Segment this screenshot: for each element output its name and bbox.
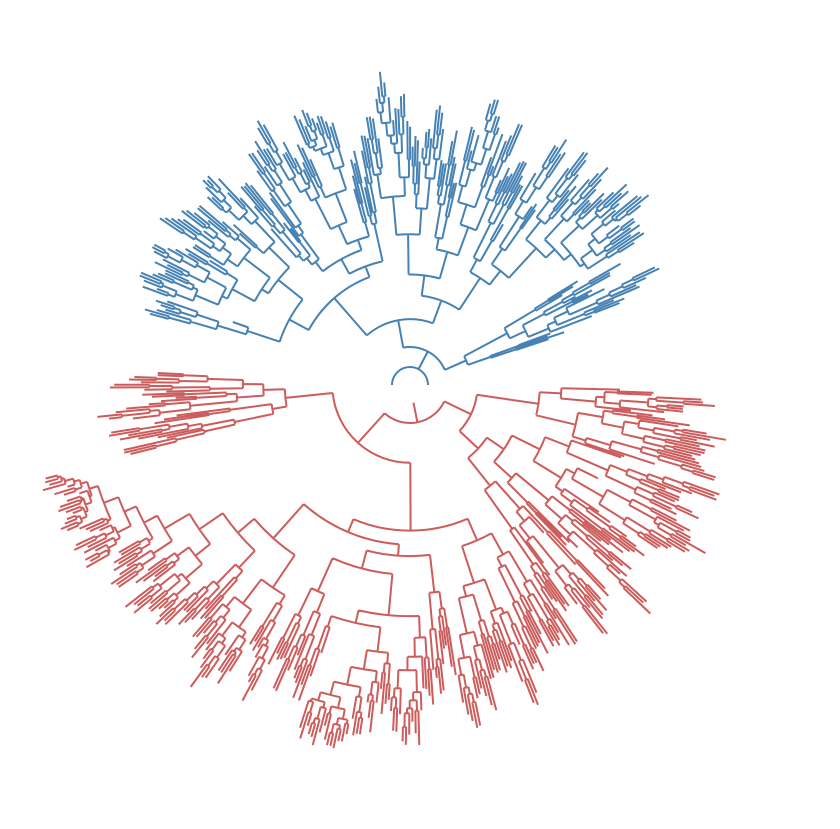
red-clade-branches (42, 372, 727, 749)
blue-clade-branches (139, 71, 660, 371)
root-arc (391, 366, 429, 386)
